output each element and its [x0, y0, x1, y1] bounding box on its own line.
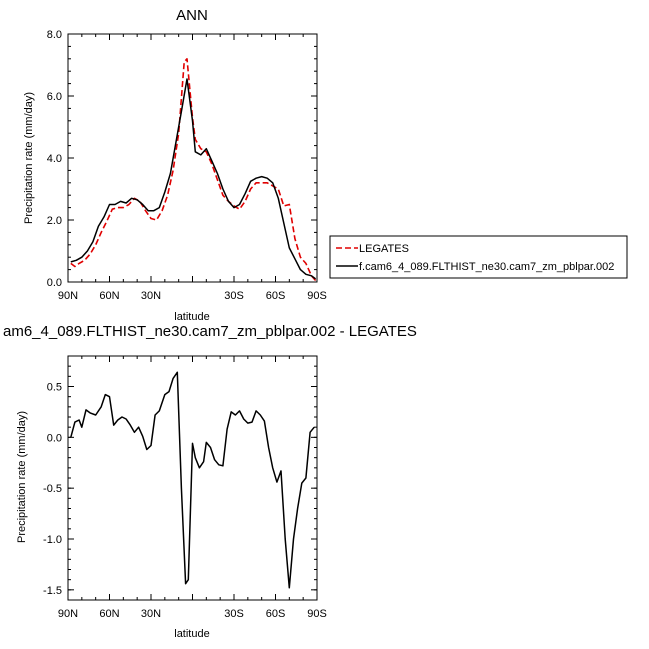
bottom-x-tick-label: 90S — [307, 608, 327, 620]
top-x-tick-label: 30S — [224, 290, 244, 302]
bottom-axis-ticks — [67, 355, 318, 601]
top-y-tick-label: 4.0 — [47, 153, 62, 165]
top-plot-frame — [67, 33, 318, 283]
bottom-chart-title: am6_4_089.FLTHIST_ne30.cam7_zm_pblpar.00… — [3, 323, 417, 340]
bottom-x-axis-label: latitude — [174, 628, 209, 640]
bottom-tick-labels: 90N 60N 30N 30S 60S 90S -1.5 -1.0 -0.5 0.0 0.5 — [43, 382, 327, 621]
bottom-plot-frame — [67, 355, 318, 601]
top-plot-lines — [70, 57, 317, 282]
bottom-y-axis-label: Precipitation rate (mm/day) — [16, 411, 28, 543]
legend-label-legates: LEGATES — [359, 243, 409, 255]
top-x-tick-label: 60N — [99, 290, 119, 302]
top-axis-ticks — [67, 33, 318, 283]
top-y-tick-label: 6.0 — [47, 91, 62, 103]
top-chart-title: ANN — [176, 7, 208, 24]
top-x-tick-label: 60S — [266, 290, 286, 302]
top-y-axis-label: Precipitation rate (mm/day) — [23, 92, 35, 224]
legend-label-model: f.cam6_4_089.FLTHIST_ne30.cam7_zm_pblpar… — [359, 261, 614, 273]
bottom-x-tick-label: 60S — [266, 608, 286, 620]
legend: LEGATES f.cam6_4_089.FLTHIST_ne30.cam7_z… — [329, 235, 628, 279]
top-x-tick-label: 90S — [307, 290, 327, 302]
bottom-plot-lines — [70, 371, 315, 589]
top-x-tick-label: 90N — [58, 290, 78, 302]
top-panel: ANN Precipitation rate (mm/day) latitude… — [23, 7, 327, 323]
bottom-x-tick-label: 60N — [99, 608, 119, 620]
bottom-x-tick-label: 90N — [58, 608, 78, 620]
bottom-y-tick-label: 0.5 — [47, 382, 62, 394]
top-series-line-1 — [70, 78, 317, 280]
bottom-x-tick-label: 30N — [141, 608, 161, 620]
legend-box — [329, 235, 628, 279]
top-series-line-0 — [70, 57, 317, 282]
top-tick-labels: 90N 60N 30N 30S 60S 90S 0.0 2.0 4.0 6.0 8.0 — [47, 29, 327, 302]
bottom-y-tick-label: 0.0 — [47, 432, 62, 444]
top-y-tick-label: 0.0 — [47, 277, 62, 289]
bottom-panel: am6_4_089.FLTHIST_ne30.cam7_zm_pblpar.00… — [3, 323, 417, 640]
bottom-y-tick-label: -0.5 — [43, 483, 62, 495]
bottom-y-tick-label: -1.5 — [43, 585, 62, 597]
bottom-series-line-0 — [70, 371, 315, 589]
bottom-y-tick-label: -1.0 — [43, 534, 62, 546]
top-x-axis-label: latitude — [174, 311, 209, 323]
bottom-x-tick-label: 30S — [224, 608, 244, 620]
top-y-tick-label: 2.0 — [47, 215, 62, 227]
top-y-tick-label: 8.0 — [47, 29, 62, 41]
top-x-tick-label: 30N — [141, 290, 161, 302]
